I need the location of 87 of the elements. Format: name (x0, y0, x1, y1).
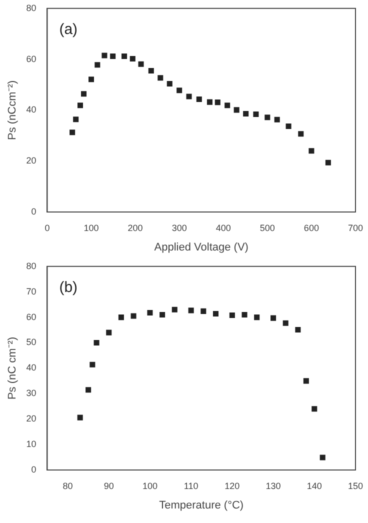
point (88, 76, 94, 82)
point (188, 308, 194, 314)
point (243, 111, 249, 117)
point (282, 320, 288, 326)
point (242, 312, 248, 318)
y-tick-label: 60 (26, 54, 36, 64)
y-tick-label: 40 (26, 104, 36, 115)
point (90, 362, 96, 368)
point (160, 312, 166, 318)
x-axis-title: Temperature (°C) (159, 499, 244, 512)
point (270, 315, 276, 321)
point (166, 80, 172, 86)
point (254, 314, 260, 320)
point (212, 310, 218, 316)
point (234, 107, 240, 113)
y-tick-label: 80 (26, 260, 36, 271)
point (130, 313, 136, 319)
point (298, 131, 304, 137)
annotation: (b) (59, 279, 78, 296)
point (138, 61, 144, 67)
y-tick-label: 20 (26, 414, 36, 424)
x-tick-label: 0 (44, 222, 50, 233)
point (130, 56, 136, 62)
point (73, 116, 79, 122)
y-tick-label: 60 (26, 312, 36, 322)
point (274, 116, 280, 122)
x-tick-label: 80 (62, 480, 73, 491)
point (148, 68, 154, 74)
point (70, 130, 76, 136)
x-axis-title: Applied Voltage (V) (154, 241, 248, 254)
y-tick-label: 70 (26, 286, 36, 296)
x-tick-label: 130 (266, 480, 281, 491)
x-tick-label: 300 (172, 222, 187, 233)
point (196, 96, 202, 102)
point (264, 114, 270, 120)
x-tick-label: 600 (304, 222, 319, 233)
point (286, 123, 292, 129)
point (118, 314, 124, 320)
point (295, 327, 301, 333)
point (200, 308, 206, 314)
point (158, 75, 164, 81)
point (172, 306, 178, 312)
x-tick-label: 110 (184, 480, 198, 491)
point (253, 112, 259, 118)
y-tick-label: 0 (31, 464, 36, 474)
y-tick-label: 10 (26, 439, 36, 450)
x-tick-label: 100 (84, 222, 99, 233)
point (106, 330, 112, 336)
point (206, 99, 212, 105)
x-tick-label: 150 (348, 480, 364, 491)
annotation: (a) (59, 21, 78, 38)
point (320, 454, 326, 460)
point (77, 414, 83, 420)
point (176, 88, 182, 94)
point (110, 53, 116, 60)
x-tick-label: 500 (260, 222, 275, 233)
point (122, 53, 128, 60)
point (86, 387, 92, 393)
x-tick-label: 700 (348, 222, 364, 233)
y-tick-label: 20 (26, 156, 36, 166)
point (186, 94, 192, 100)
point (303, 378, 309, 384)
y-axis-title: Ps (nC cm⁻²) (6, 336, 19, 400)
x-tick-label: 90 (104, 480, 114, 491)
point (214, 100, 220, 106)
y-axis-title: Ps (nCcm⁻²) (6, 80, 19, 140)
x-tick-label: 400 (216, 222, 231, 233)
point (308, 148, 314, 154)
y-tick-label: 40 (26, 362, 36, 373)
point (81, 91, 87, 97)
point (312, 406, 318, 412)
x-tick-label: 140 (306, 480, 322, 491)
y-tick-label: 30 (26, 388, 36, 398)
point (94, 62, 100, 68)
point (229, 312, 235, 318)
x-tick-label: 120 (224, 480, 240, 491)
point (224, 102, 230, 108)
point (94, 340, 100, 346)
x-tick-label: 200 (128, 222, 143, 233)
point (77, 102, 84, 108)
point (325, 160, 331, 166)
point (147, 310, 153, 316)
point (102, 52, 108, 58)
y-tick-label: 50 (26, 337, 36, 348)
y-tick-label: 0 (31, 206, 36, 216)
x-tick-label: 100 (142, 480, 158, 491)
y-tick-label: 80 (26, 2, 36, 13)
